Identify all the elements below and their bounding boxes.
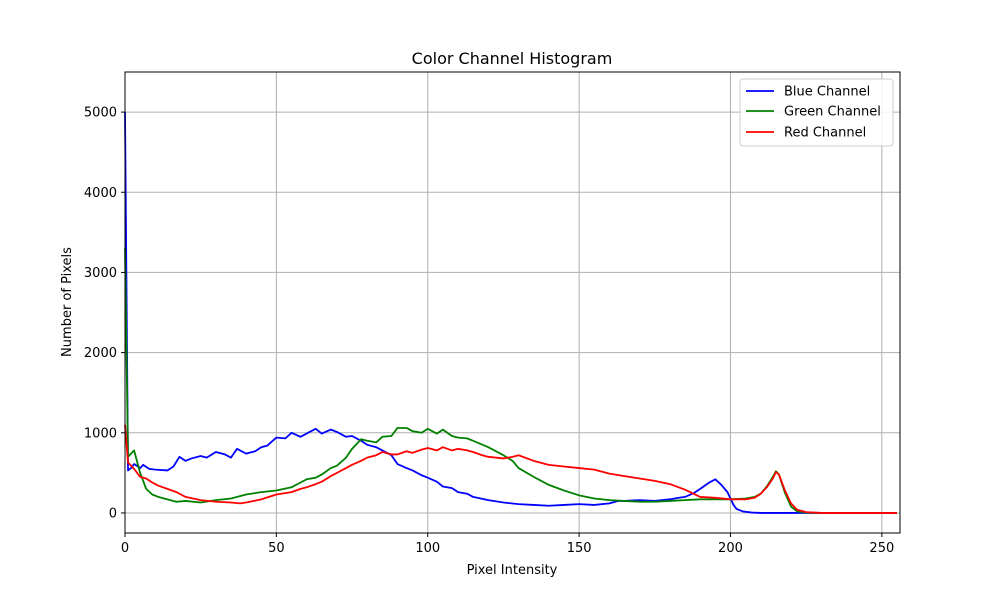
legend-label-green: Green Channel	[784, 105, 881, 120]
x-tick-label: 200	[718, 541, 743, 556]
legend: Blue Channel Green Channel Red Channel	[739, 78, 894, 147]
y-tick-label: 2000	[84, 346, 117, 361]
x-tick-label: 100	[415, 541, 440, 556]
plot-frame	[124, 71, 901, 534]
y-axis: 0 1000 2000 3000 4000 5000	[84, 106, 125, 521]
x-axis: 0 50 100 150 200 250	[121, 533, 894, 556]
y-tick-label: 0	[109, 506, 117, 521]
legend-label-red: Red Channel	[784, 126, 866, 141]
y-axis-title: Number of Pixels	[60, 247, 75, 357]
x-tick-label: 50	[268, 541, 285, 556]
y-tick-label: 5000	[84, 106, 117, 121]
y-tick-label: 3000	[84, 266, 117, 281]
x-tick-label: 250	[869, 541, 894, 556]
legend-label-blue: Blue Channel	[784, 85, 870, 100]
legend-box	[739, 78, 894, 147]
blue-channel-line	[124, 112, 897, 514]
x-tick-label: 0	[121, 541, 129, 556]
x-tick-label: 150	[567, 541, 592, 556]
x-axis-title: Pixel Intensity	[467, 563, 558, 578]
series-layer	[124, 112, 897, 514]
red-channel-line	[124, 424, 897, 514]
y-tick-label: 4000	[84, 186, 117, 201]
chart-title: Color Channel Histogram	[412, 49, 613, 68]
y-tick-label: 1000	[84, 426, 117, 441]
